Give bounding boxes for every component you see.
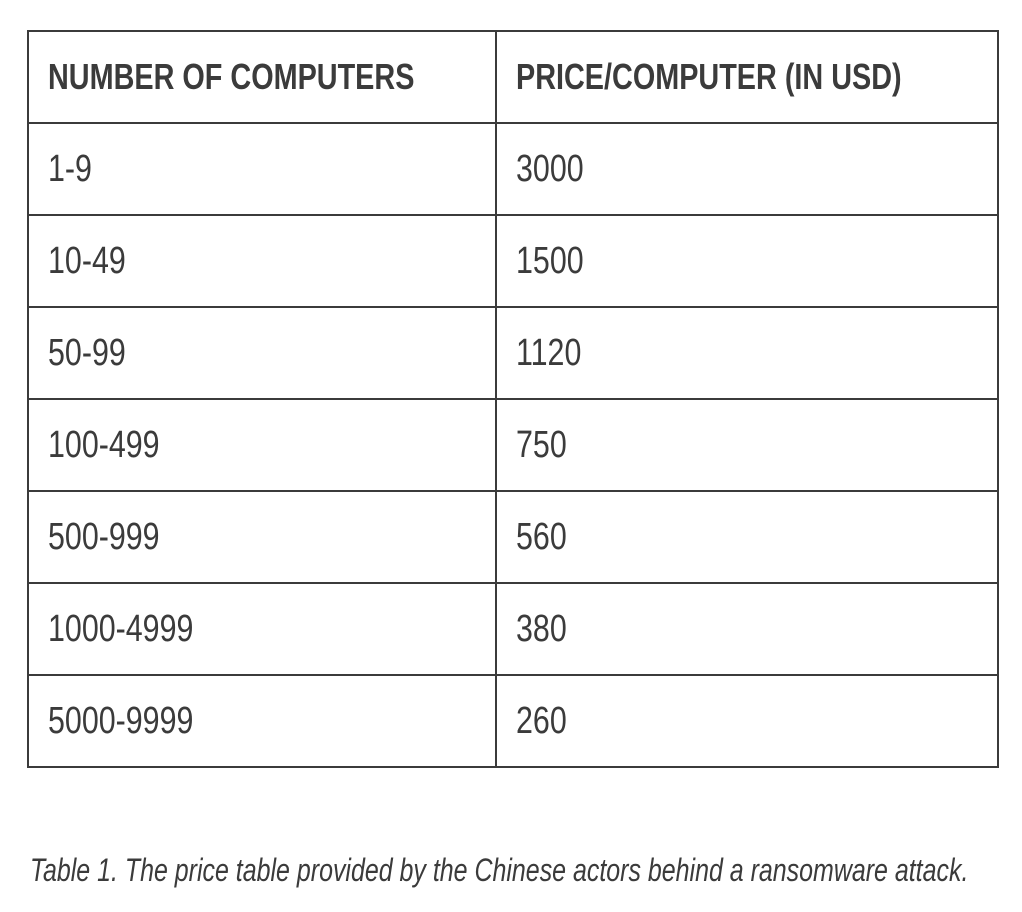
column-header-price-label: PRICE/COMPUTER (IN USD) bbox=[516, 56, 902, 97]
price-cell: 380 bbox=[495, 582, 999, 676]
column-header-price: PRICE/COMPUTER (IN USD) bbox=[495, 30, 999, 124]
table-row: 500-999 560 bbox=[27, 490, 999, 584]
price-value: 3000 bbox=[516, 147, 584, 190]
computers-range-value: 50-99 bbox=[48, 331, 126, 374]
table-row: 10-49 1500 bbox=[27, 214, 999, 308]
price-value: 380 bbox=[516, 607, 567, 650]
price-table-body: 1-9 3000 10-49 1500 50-99 1120 100-499 7… bbox=[27, 122, 999, 768]
column-header-computers-label: NUMBER OF COMPUTERS bbox=[48, 56, 415, 97]
table-caption: Table 1. The price table provided by the… bbox=[30, 850, 1020, 890]
computers-range-cell: 1000-4999 bbox=[27, 582, 497, 676]
computers-range-value: 5000-9999 bbox=[48, 699, 194, 742]
table-row: 5000-9999 260 bbox=[27, 674, 999, 768]
computers-range-cell: 100-499 bbox=[27, 398, 497, 492]
price-cell: 750 bbox=[495, 398, 999, 492]
price-cell: 260 bbox=[495, 674, 999, 768]
header-row: NUMBER OF COMPUTERS PRICE/COMPUTER (IN U… bbox=[27, 30, 999, 124]
computers-range-value: 10-49 bbox=[48, 239, 126, 282]
computers-range-cell: 50-99 bbox=[27, 306, 497, 400]
price-value: 560 bbox=[516, 515, 567, 558]
table-row: 1-9 3000 bbox=[27, 122, 999, 216]
computers-range-value: 500-999 bbox=[48, 515, 160, 558]
column-header-computers: NUMBER OF COMPUTERS bbox=[27, 30, 497, 124]
price-table: NUMBER OF COMPUTERS PRICE/COMPUTER (IN U… bbox=[27, 30, 999, 768]
price-cell: 3000 bbox=[495, 122, 999, 216]
price-cell: 560 bbox=[495, 490, 999, 584]
price-cell: 1120 bbox=[495, 306, 999, 400]
price-value: 750 bbox=[516, 423, 567, 466]
computers-range-cell: 1-9 bbox=[27, 122, 497, 216]
price-value: 1500 bbox=[516, 239, 584, 282]
price-value: 1120 bbox=[516, 331, 582, 374]
price-value: 260 bbox=[516, 699, 567, 742]
computers-range-value: 1-9 bbox=[48, 147, 92, 190]
table-row: 100-499 750 bbox=[27, 398, 999, 492]
computers-range-cell: 5000-9999 bbox=[27, 674, 497, 768]
computers-range-cell: 500-999 bbox=[27, 490, 497, 584]
computers-range-cell: 10-49 bbox=[27, 214, 497, 308]
table-caption-text: Table 1. The price table provided by the… bbox=[30, 852, 969, 888]
computers-range-value: 100-499 bbox=[48, 423, 160, 466]
table-row: 1000-4999 380 bbox=[27, 582, 999, 676]
table-row: 50-99 1120 bbox=[27, 306, 999, 400]
price-cell: 1500 bbox=[495, 214, 999, 308]
computers-range-value: 1000-4999 bbox=[48, 607, 194, 650]
